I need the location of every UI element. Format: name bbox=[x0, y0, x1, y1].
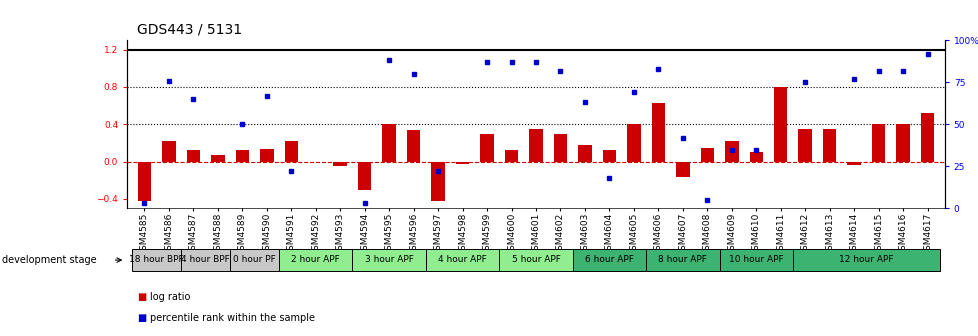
Bar bbox=[425, 249, 499, 271]
Bar bbox=[725, 141, 737, 162]
Bar bbox=[798, 129, 811, 162]
Bar bbox=[236, 150, 248, 162]
Bar bbox=[333, 162, 346, 166]
Bar bbox=[407, 130, 420, 162]
Bar bbox=[792, 249, 939, 271]
Bar bbox=[645, 249, 719, 271]
Text: 3 hour APF: 3 hour APF bbox=[365, 255, 413, 264]
Bar bbox=[431, 162, 444, 201]
Bar bbox=[162, 141, 175, 162]
Text: 10 hour APF: 10 hour APF bbox=[729, 255, 782, 264]
Text: development stage: development stage bbox=[2, 255, 97, 265]
Bar bbox=[382, 124, 395, 162]
Text: 6 hour APF: 6 hour APF bbox=[585, 255, 633, 264]
Text: 0 hour PF: 0 hour PF bbox=[233, 255, 276, 264]
Bar bbox=[499, 249, 572, 271]
Bar bbox=[529, 129, 542, 162]
Bar bbox=[847, 162, 860, 165]
Bar bbox=[187, 150, 200, 162]
Bar bbox=[505, 151, 517, 162]
Bar bbox=[896, 124, 909, 162]
Bar bbox=[132, 249, 181, 271]
Bar bbox=[822, 129, 835, 162]
Text: ■: ■ bbox=[137, 312, 146, 323]
Bar bbox=[181, 249, 230, 271]
Bar bbox=[260, 149, 273, 162]
Text: percentile rank within the sample: percentile rank within the sample bbox=[150, 312, 315, 323]
Bar bbox=[627, 124, 640, 162]
Text: 2 hour APF: 2 hour APF bbox=[291, 255, 339, 264]
Bar bbox=[572, 249, 645, 271]
Bar bbox=[279, 249, 352, 271]
Bar bbox=[676, 162, 689, 177]
Bar bbox=[211, 155, 224, 162]
Bar bbox=[358, 162, 371, 190]
Text: GDS443 / 5131: GDS443 / 5131 bbox=[137, 23, 242, 37]
Bar bbox=[749, 152, 762, 162]
Bar bbox=[651, 103, 664, 162]
Bar bbox=[602, 150, 615, 162]
Bar bbox=[774, 87, 786, 162]
Text: ■: ■ bbox=[137, 292, 146, 302]
Text: 4 hour BPF: 4 hour BPF bbox=[181, 255, 230, 264]
Bar bbox=[456, 162, 468, 164]
Bar bbox=[480, 134, 493, 162]
Bar bbox=[285, 141, 297, 162]
Bar bbox=[352, 249, 425, 271]
Text: 12 hour APF: 12 hour APF bbox=[838, 255, 893, 264]
Text: 8 hour APF: 8 hour APF bbox=[658, 255, 706, 264]
Text: 18 hour BPF: 18 hour BPF bbox=[129, 255, 184, 264]
Bar bbox=[871, 124, 884, 162]
Bar bbox=[920, 113, 933, 162]
Text: log ratio: log ratio bbox=[150, 292, 190, 302]
Text: 5 hour APF: 5 hour APF bbox=[511, 255, 559, 264]
Bar bbox=[700, 148, 713, 162]
Text: 4 hour APF: 4 hour APF bbox=[438, 255, 486, 264]
Bar bbox=[554, 134, 566, 162]
Bar bbox=[719, 249, 792, 271]
Bar bbox=[138, 162, 151, 201]
Bar bbox=[230, 249, 279, 271]
Bar bbox=[578, 145, 591, 162]
